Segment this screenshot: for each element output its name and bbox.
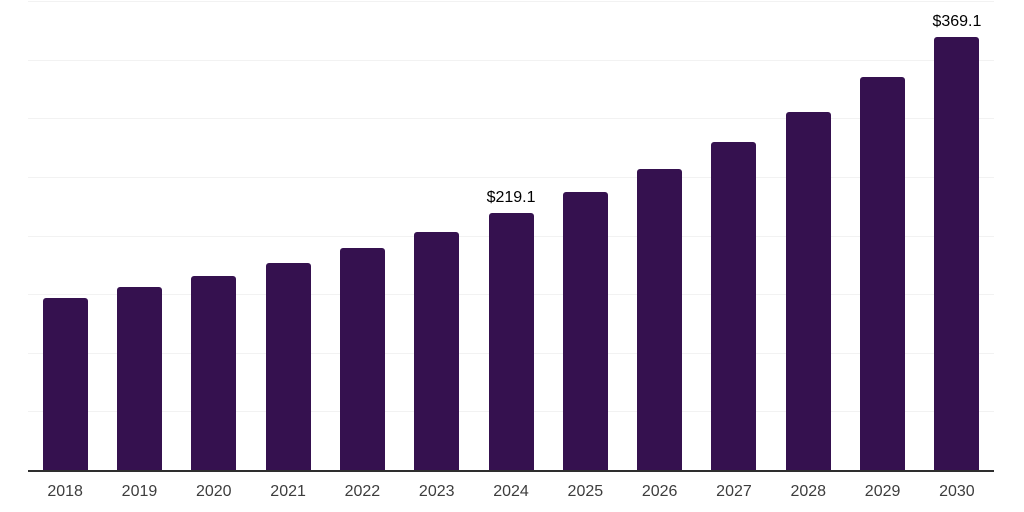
x-axis-tick-label: 2020 bbox=[195, 483, 232, 500]
bar-2028 bbox=[785, 111, 831, 470]
bar-slot bbox=[548, 0, 622, 470]
bar-slot bbox=[251, 0, 325, 470]
bar-slot bbox=[623, 0, 697, 470]
bar-2018 bbox=[42, 298, 88, 470]
bar-value-label: $369.1 bbox=[932, 13, 982, 31]
x-axis-tick-label: 2019 bbox=[121, 483, 158, 500]
gridline bbox=[28, 176, 994, 178]
x-axis-tick-label: 2018 bbox=[47, 483, 83, 500]
bar-value-label: $219.1 bbox=[486, 189, 536, 207]
bar-slot bbox=[177, 0, 251, 470]
bar-series: $219.1 $369.1 bbox=[28, 0, 994, 470]
bar-slot bbox=[845, 0, 919, 470]
x-axis-tick-label: 2025 bbox=[567, 483, 604, 500]
bar-2024 bbox=[488, 213, 534, 470]
bar-2020 bbox=[191, 275, 237, 470]
x-axis: 2018 2019 2020 2021 2022 2023 2024 2025 2026 2027… bbox=[28, 483, 994, 501]
x-axis-tick-label: 2023 bbox=[418, 483, 455, 500]
bar-2027 bbox=[711, 141, 757, 470]
bar-slot bbox=[771, 0, 845, 470]
gridline bbox=[28, 1, 994, 2]
x-axis-tick-label: 2024 bbox=[493, 483, 529, 500]
bar-2029 bbox=[860, 76, 906, 470]
bar-slot bbox=[325, 0, 399, 470]
x-axis-tick-label: 2026 bbox=[641, 483, 678, 500]
bar-slot: $369.1 bbox=[920, 0, 994, 470]
x-axis-tick-label: 2028 bbox=[790, 483, 827, 500]
x-axis-tick-label: 2027 bbox=[716, 483, 752, 500]
bar-2019 bbox=[116, 286, 162, 470]
bar-2030 bbox=[934, 37, 980, 470]
gridline bbox=[28, 59, 994, 61]
x-axis-tick-label: 2029 bbox=[864, 483, 901, 500]
bar-slot bbox=[28, 0, 102, 470]
bar-slot bbox=[400, 0, 474, 470]
x-axis-tick-label: 2022 bbox=[344, 483, 381, 500]
bar-2025 bbox=[562, 192, 608, 470]
bar-slot bbox=[102, 0, 176, 470]
x-axis-tick-label: 2030 bbox=[939, 483, 975, 500]
bar-slot: $219.1 bbox=[474, 0, 548, 470]
bar-slot bbox=[697, 0, 771, 470]
bar-2022 bbox=[339, 248, 385, 470]
bar-2021 bbox=[265, 263, 311, 470]
plot-area: $219.1 $369.1 bbox=[28, 0, 994, 472]
bar-2023 bbox=[414, 231, 460, 470]
x-axis-tick-label: 2021 bbox=[270, 483, 306, 500]
bar-2026 bbox=[637, 169, 683, 470]
gridline bbox=[28, 118, 994, 120]
